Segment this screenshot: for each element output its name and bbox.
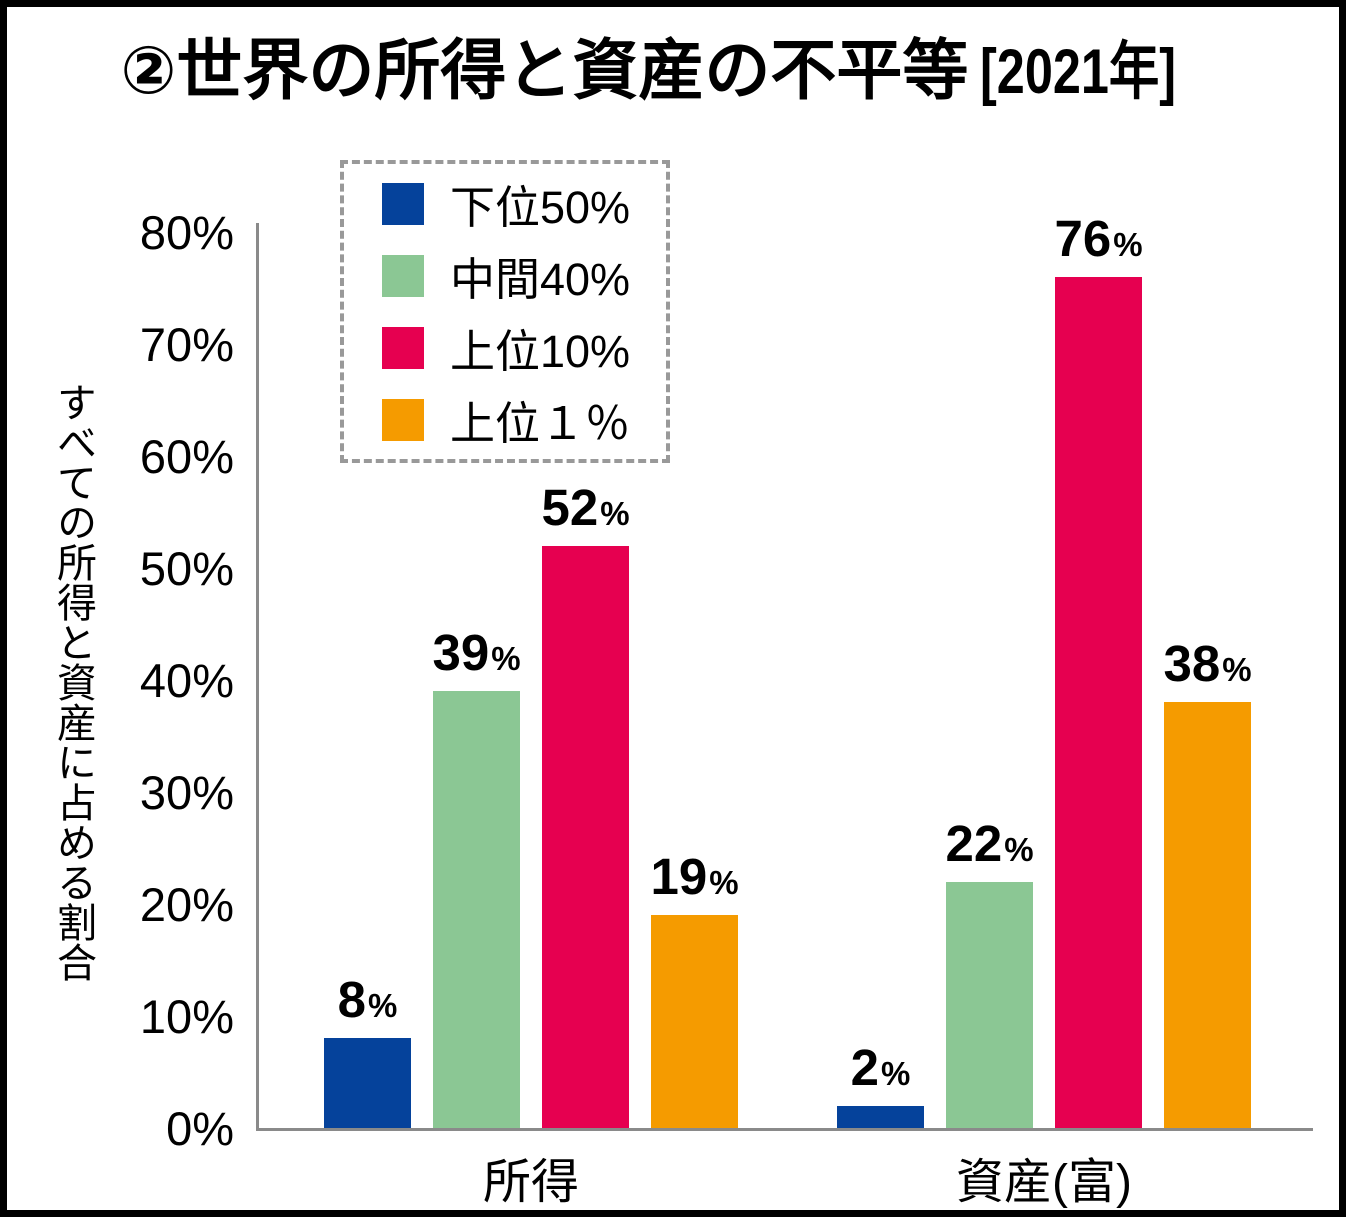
bar-所得-下位50%: [324, 1038, 411, 1128]
x-category-label: 所得: [482, 1156, 579, 1209]
y-tick-label: 40%: [139, 654, 234, 707]
legend-label-middle40: 中間40%: [450, 254, 631, 305]
bar-資産(富)-中間40%: [946, 882, 1033, 1128]
bar-value-label: 76%: [1054, 210, 1143, 267]
legend-label-top1: 上位１％: [450, 398, 631, 449]
bar-所得-中間40%: [433, 691, 520, 1128]
legend-item-bottom50: 下位50%: [382, 171, 666, 236]
y-tick-label: 30%: [139, 766, 234, 819]
bar-value-label: 52%: [541, 479, 630, 536]
legend-swatch-bottom50: [382, 182, 424, 225]
legend-swatch-top1: [382, 398, 424, 441]
bar-value-label: 22%: [945, 815, 1034, 872]
legend-label-top10: 上位10%: [450, 326, 631, 377]
bar-所得-上位１％: [651, 915, 738, 1128]
legend-item-top10: 上位10%: [382, 315, 666, 380]
y-tick-label: 80%: [139, 206, 234, 259]
bar-value-label: 8%: [337, 971, 398, 1028]
legend-swatch-top10: [382, 326, 424, 369]
x-category-label: 資産(富): [956, 1156, 1132, 1209]
chart-title-main: ②世界の所得と資産の不平等: [120, 33, 969, 107]
bar-資産(富)-上位１％: [1164, 702, 1251, 1128]
legend-label-bottom50: 下位50%: [450, 182, 631, 233]
chart-title-year: [2021年]: [980, 37, 1177, 107]
bar-value-label: 38%: [1163, 635, 1252, 692]
legend: 下位50% 中間40% 上位10% 上位１％: [340, 160, 670, 463]
y-tick-label: 60%: [139, 430, 234, 483]
chart-title: ②世界の所得と資産の不平等 [2021年]: [0, 34, 1346, 107]
y-tick-label: 10%: [139, 990, 234, 1043]
y-tick-label: 70%: [139, 318, 234, 371]
bar-value-label: 19%: [650, 848, 739, 905]
bar-value-label: 39%: [432, 624, 521, 681]
y-axis-title: すべての所得と資産に占める割合: [51, 382, 95, 982]
bar-value-label: 2%: [850, 1039, 911, 1096]
y-tick-label: 20%: [139, 878, 234, 931]
x-axis-line: [256, 1128, 1313, 1131]
bar-所得-上位10%: [542, 546, 629, 1128]
y-axis-line: [256, 223, 259, 1131]
bar-資産(富)-上位10%: [1055, 277, 1142, 1128]
legend-swatch-middle40: [382, 254, 424, 297]
legend-item-middle40: 中間40%: [382, 243, 666, 308]
bar-資産(富)-下位50%: [837, 1106, 924, 1128]
legend-item-top1: 上位１％: [382, 387, 666, 452]
y-tick-label: 0%: [166, 1102, 234, 1155]
y-tick-label: 50%: [139, 542, 234, 595]
